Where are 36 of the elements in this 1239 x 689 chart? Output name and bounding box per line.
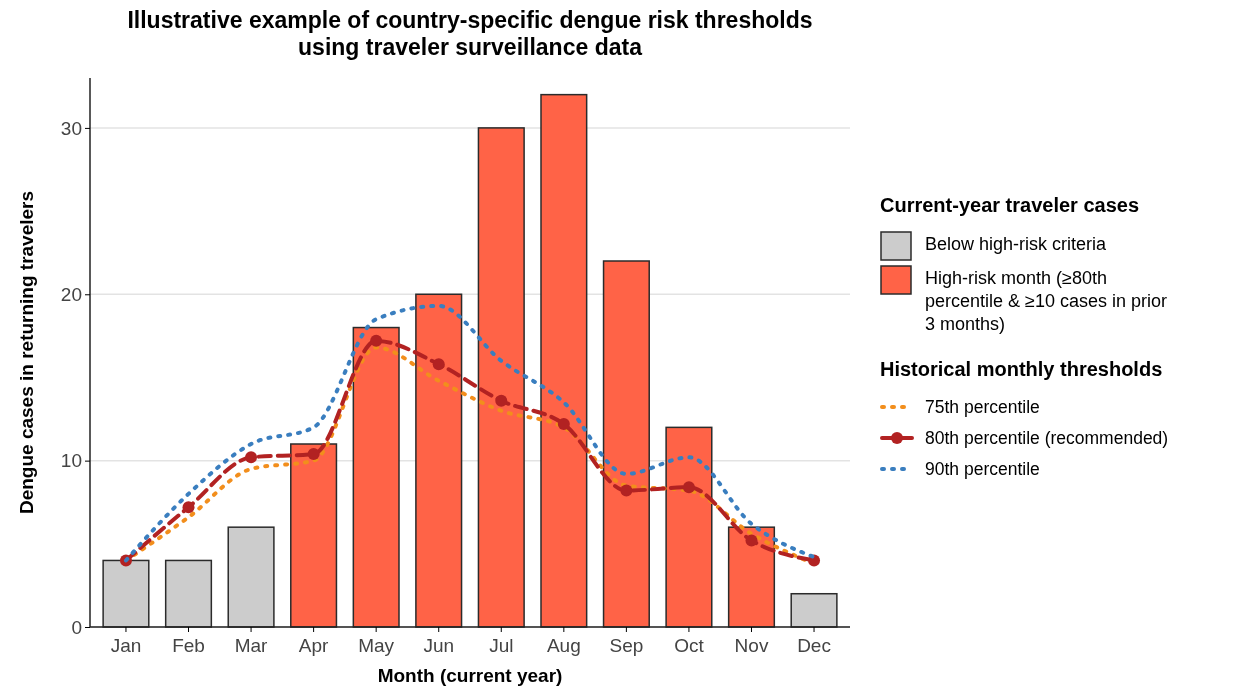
legend-label: Below high-risk criteria	[925, 234, 1108, 254]
x-tick-label: Mar	[234, 635, 269, 657]
x-tick-label: Nov	[734, 635, 769, 657]
x-tick-label: Jun	[423, 635, 455, 657]
y-tick-label: 20	[60, 283, 82, 305]
text: Historical monthly thresholds	[880, 358, 1163, 380]
x-axis-title: Month (current year)	[377, 665, 563, 686]
y-tick-label: 30	[60, 117, 82, 139]
point	[182, 501, 195, 514]
chart-title: Illustrative example of country-specific dengue risk thresholds using traveler surveillance data	[127, 7, 813, 60]
x-tick-label: Aug	[546, 635, 581, 657]
point	[745, 534, 758, 547]
x-tick-label: Feb	[172, 635, 205, 657]
y-tick-label: 10	[60, 450, 82, 472]
point	[245, 451, 258, 464]
y-axis-title: Dengue cases in returning travelers	[16, 190, 37, 515]
x-tick-label: May	[358, 635, 395, 657]
legend-label: 75th percentile	[925, 397, 1040, 417]
legend-title: Current-year traveler cases	[880, 194, 1140, 216]
point	[370, 334, 383, 347]
x-tick-label: Sep	[609, 635, 644, 657]
x-tick-label: Apr	[298, 635, 330, 657]
x-tick-label: Jan	[110, 635, 142, 657]
legend-label: 90th percentile	[925, 459, 1040, 479]
point	[495, 394, 508, 407]
point	[307, 447, 320, 460]
point	[620, 484, 633, 497]
point	[557, 418, 570, 431]
legend-label: 80th percentile (recommended)	[925, 428, 1169, 448]
point	[432, 358, 445, 371]
x-tick-label: Dec	[797, 635, 831, 657]
x-tick-label: Oct	[674, 635, 705, 657]
y-tick-label: 0	[71, 616, 82, 638]
x-tick-label: Jul	[489, 635, 514, 657]
point	[682, 481, 695, 494]
legend-label: High-risk month (≥80th percentile & ≥10 cases in prior 3 months)	[925, 268, 1167, 334]
